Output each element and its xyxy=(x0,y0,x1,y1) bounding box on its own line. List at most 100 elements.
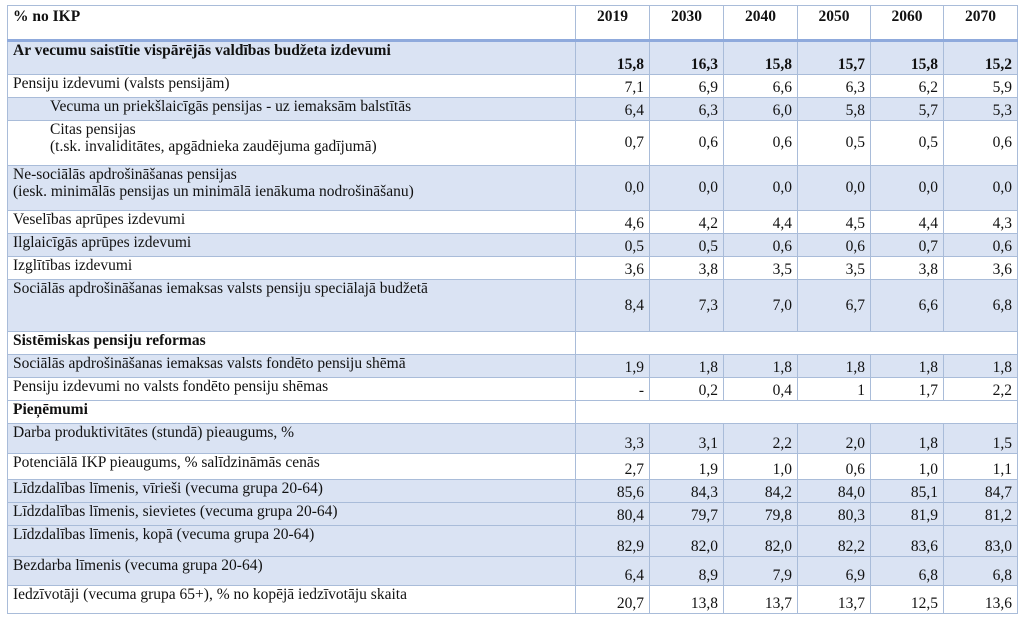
cell-value: 6,8 xyxy=(870,556,944,586)
cell-value: 0,2 xyxy=(649,377,724,401)
table-row: Ne-sociālās apdrošināšanas pensijas (ies… xyxy=(7,165,1018,211)
cell-value: 2,2 xyxy=(723,423,798,454)
table-row: Līdzdalības līmenis, sievietes (vecuma g… xyxy=(7,502,1018,526)
cell-value: 82,9 xyxy=(575,525,650,557)
cell-value: 1,0 xyxy=(870,453,944,480)
cell-value: 6,9 xyxy=(649,74,724,98)
year-header: 2050 xyxy=(797,5,871,41)
cell-value: 7,0 xyxy=(723,279,798,332)
cell-value: 3,1 xyxy=(649,423,724,454)
row-label-line: Ne-sociālās apdrošināšanas pensijas xyxy=(13,166,237,184)
cell-value: 0,0 xyxy=(575,165,650,211)
row-label: Pensiju izdevumi no valsts fondēto pensi… xyxy=(7,377,576,401)
cell-value: 7,3 xyxy=(649,279,724,332)
cell-value: 13,8 xyxy=(649,585,724,614)
row-label: Bezdarba līmenis (vecuma grupa 20-64) xyxy=(7,556,576,586)
table-row: Darba produktivitātes (stundā) pieaugums… xyxy=(7,423,1018,454)
row-label: Veselības aprūpes izdevumi xyxy=(7,210,576,234)
cell-value: 1,5 xyxy=(943,423,1018,454)
section-filler xyxy=(575,400,1018,424)
cell-value: 0,4 xyxy=(723,377,798,401)
cell-value: 4,4 xyxy=(870,210,944,234)
cell-value: 0,7 xyxy=(870,233,944,257)
cell-value: 6,6 xyxy=(870,279,944,332)
section-heading: Sistēmiskas pensiju reformas xyxy=(7,331,576,355)
cell-value: 6,7 xyxy=(797,279,871,332)
cell-value: 79,8 xyxy=(723,502,798,526)
cell-value: 1,8 xyxy=(870,423,944,454)
cell-value: 0,7 xyxy=(575,120,650,166)
table-row: Bezdarba līmenis (vecuma grupa 20-64) 6,… xyxy=(7,556,1018,586)
cell-value: 84,0 xyxy=(797,479,871,503)
table-row: Potenciālā IKP pieaugums, % salīdzināmās… xyxy=(7,453,1018,480)
cell-value: 6,8 xyxy=(943,556,1018,586)
table-row: Sociālās apdrošināšanas iemaksas valsts … xyxy=(7,279,1018,332)
cell-value: 1,9 xyxy=(649,453,724,480)
table-row: Iedzīvotāji (vecuma grupa 65+), % no kop… xyxy=(7,585,1018,614)
cell-value: 6,0 xyxy=(723,97,798,121)
cell-value: 15,8 xyxy=(870,40,944,75)
cell-value: 0,6 xyxy=(943,120,1018,166)
row-label: Darba produktivitātes (stundā) pieaugums… xyxy=(7,423,576,454)
cell-value: 1,8 xyxy=(943,354,1018,378)
cell-value: 6,2 xyxy=(870,74,944,98)
cell-value: 4,5 xyxy=(797,210,871,234)
cell-value: 2,0 xyxy=(797,423,871,454)
cell-value: 6,9 xyxy=(797,556,871,586)
cell-value: 15,2 xyxy=(943,40,1018,75)
cell-value: 0,0 xyxy=(723,165,798,211)
row-label: Potenciālā IKP pieaugums, % salīdzināmās… xyxy=(7,453,576,480)
cell-value: 0,6 xyxy=(797,453,871,480)
cell-value: 13,6 xyxy=(943,585,1018,614)
row-label-line: Citas pensijas xyxy=(50,121,136,139)
cell-value: 3,8 xyxy=(649,256,724,280)
row-label-line: (t.sk. invaliditātes, apgādnieka zaudēju… xyxy=(50,138,377,155)
row-label: Ne-sociālās apdrošināšanas pensijas (ies… xyxy=(7,165,576,211)
table-row: Pensiju izdevumi (valsts pensijām) 7,1 6… xyxy=(7,74,1018,98)
row-label: Līdzdalības līmenis, sievietes (vecuma g… xyxy=(7,502,576,526)
row-label: Pensiju izdevumi (valsts pensijām) xyxy=(7,74,576,98)
cell-value: 4,3 xyxy=(943,210,1018,234)
cell-value: 0,5 xyxy=(649,233,724,257)
cell-value: 0,6 xyxy=(723,233,798,257)
cell-value: 5,3 xyxy=(943,97,1018,121)
row-label: Sociālās apdrošināšanas iemaksas valsts … xyxy=(7,354,576,378)
cell-value: 15,8 xyxy=(575,40,650,75)
cell-value: 80,4 xyxy=(575,502,650,526)
cell-value: 5,9 xyxy=(943,74,1018,98)
row-label: Ilglaicīgās aprūpes izdevumi xyxy=(7,233,576,257)
cell-value: 8,4 xyxy=(575,279,650,332)
cell-value: 2,2 xyxy=(943,377,1018,401)
table-row: Ar vecumu saistītie vispārējās valdības … xyxy=(7,40,1018,75)
cell-value: 4,2 xyxy=(649,210,724,234)
cell-value: 15,7 xyxy=(797,40,871,75)
cell-value: 0,6 xyxy=(723,120,798,166)
row-label: Līdzdalības līmenis, vīrieši (vecuma gru… xyxy=(7,479,576,503)
cell-value: 12,5 xyxy=(870,585,944,614)
year-header: 2070 xyxy=(943,5,1018,41)
cell-value: 4,4 xyxy=(723,210,798,234)
table-row: Sociālās apdrošināšanas iemaksas valsts … xyxy=(7,354,1018,378)
cell-value: 6,4 xyxy=(575,556,650,586)
cell-value: 4,6 xyxy=(575,210,650,234)
section-heading: Pieņēmumi xyxy=(7,400,576,424)
cell-value: 3,5 xyxy=(797,256,871,280)
year-header: 2040 xyxy=(723,5,798,41)
cell-value: 0,6 xyxy=(943,233,1018,257)
cell-value: 79,7 xyxy=(649,502,724,526)
cell-value: 0,5 xyxy=(797,120,871,166)
cell-value: 6,3 xyxy=(797,74,871,98)
data-table: % no IKP 2019 2030 2040 2050 2060 2070 A… xyxy=(7,5,1018,614)
cell-value: 84,2 xyxy=(723,479,798,503)
year-header: 2030 xyxy=(649,5,724,41)
row-label: Iedzīvotāji (vecuma grupa 65+), % no kop… xyxy=(7,585,576,614)
cell-value: 3,6 xyxy=(943,256,1018,280)
row-label: Citas pensijas (t.sk. invaliditātes, apg… xyxy=(7,120,576,166)
cell-value: 0,6 xyxy=(649,120,724,166)
cell-value: 0,0 xyxy=(870,165,944,211)
cell-value: 1,8 xyxy=(870,354,944,378)
cell-value: 3,8 xyxy=(870,256,944,280)
cell-value: 1 xyxy=(797,377,871,401)
cell-value: 1,9 xyxy=(575,354,650,378)
table-row: Līdzdalības līmenis, vīrieši (vecuma gru… xyxy=(7,479,1018,503)
